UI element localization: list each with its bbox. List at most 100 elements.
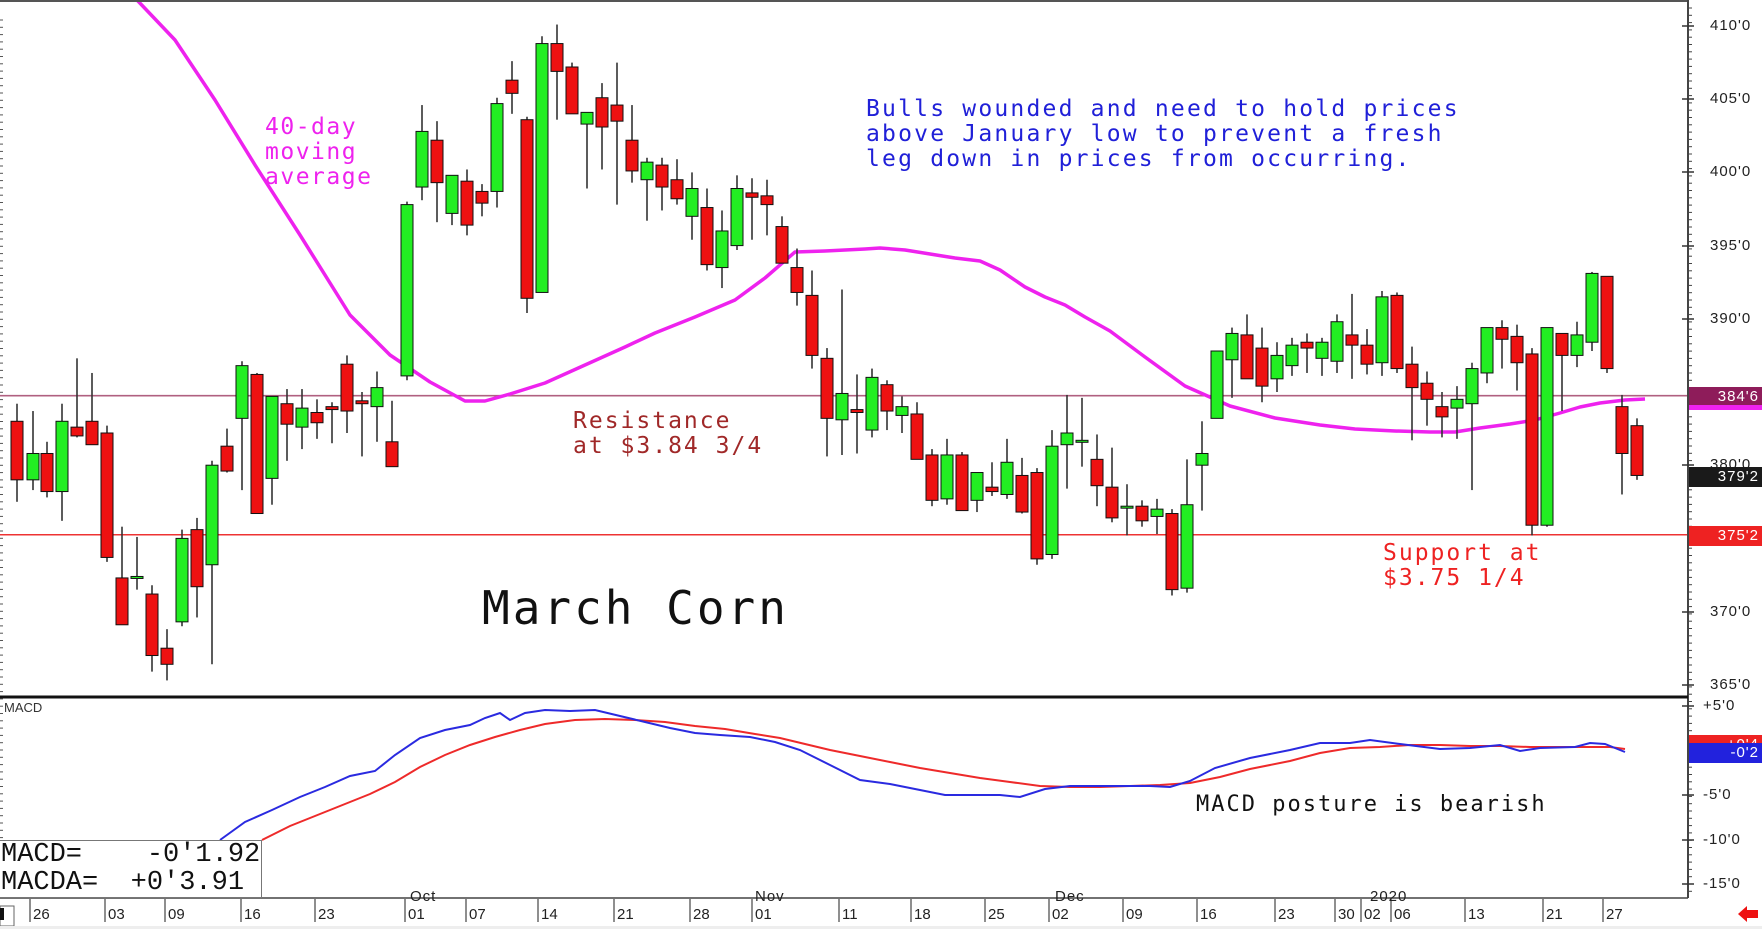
candle <box>940 438 954 505</box>
candle <box>670 159 684 205</box>
candle <box>490 97 504 208</box>
candle <box>1270 342 1284 392</box>
price-tick-label: 370'0 <box>1710 603 1752 620</box>
candle <box>325 402 339 444</box>
macd-tick-label: -5'0 <box>1703 786 1732 803</box>
date-tick-label: 07 <box>469 906 486 923</box>
candle <box>175 529 189 627</box>
date-tick-label: 21 <box>1546 906 1563 923</box>
month-label: Dec <box>1055 888 1085 905</box>
month-label: Nov <box>755 888 785 905</box>
candle <box>1375 290 1389 376</box>
candle <box>1315 337 1329 376</box>
macd-tick-label: +5'0 <box>1703 697 1736 714</box>
candle <box>775 216 789 264</box>
candle <box>1240 314 1254 380</box>
date-tick-label: 16 <box>1200 906 1217 923</box>
candle <box>565 62 579 115</box>
scroll-left-arrow-icon[interactable] <box>1738 906 1758 922</box>
candle <box>805 270 819 369</box>
date-tick-label: 30 <box>1338 906 1355 923</box>
candle <box>610 62 624 205</box>
candle <box>1405 346 1419 441</box>
candle <box>145 585 159 672</box>
candle <box>1045 430 1059 559</box>
candle <box>1420 371 1434 426</box>
candle <box>70 358 84 438</box>
candle <box>295 389 309 450</box>
date-ticks <box>29 899 1604 922</box>
candle <box>1435 392 1449 438</box>
outlook-annotation: Bulls wounded and need to hold prices ab… <box>866 96 1460 172</box>
candle <box>385 400 399 468</box>
candle <box>1570 321 1584 368</box>
candle <box>1285 337 1299 376</box>
date-tick-label: 01 <box>408 906 425 923</box>
candle <box>955 452 969 512</box>
candle <box>55 403 69 521</box>
candle <box>1165 509 1179 596</box>
candle <box>1585 271 1599 352</box>
candle <box>310 399 324 439</box>
candle <box>715 210 729 289</box>
axis-ticks <box>0 7 1694 897</box>
candle <box>1015 457 1029 514</box>
candle <box>445 174 459 226</box>
ma-annotation: 40-day moving average <box>265 114 373 190</box>
candle <box>340 355 354 433</box>
candle <box>115 526 129 626</box>
candle <box>430 121 444 223</box>
candle <box>550 24 564 120</box>
candle <box>985 462 999 496</box>
date-tick-label: 06 <box>1394 906 1411 923</box>
candle <box>745 178 759 240</box>
candle <box>925 449 939 507</box>
candle <box>895 396 909 433</box>
candle <box>280 389 294 461</box>
date-tick-label: 28 <box>693 906 710 923</box>
date-tick-label: 01 <box>755 906 772 923</box>
price-tick-label: 365'0 <box>1710 676 1752 693</box>
support-annotation: Support at $3.75 1/4 <box>1383 540 1542 591</box>
candle <box>1390 292 1404 373</box>
candle <box>220 428 234 473</box>
candle <box>850 374 864 454</box>
candle <box>415 105 429 201</box>
candle <box>1615 394 1629 495</box>
candle <box>640 157 654 221</box>
candle <box>1360 329 1374 375</box>
candle <box>1630 418 1644 480</box>
chart-title: March Corn <box>482 581 789 635</box>
candle <box>730 175 744 250</box>
month-label: Oct <box>410 888 437 905</box>
price-tick-label: 390'0 <box>1710 310 1752 327</box>
date-tick-label: 13 <box>1468 906 1485 923</box>
macd-value: MACD= -0'1.92 <box>1 840 261 870</box>
candle <box>1495 320 1509 369</box>
macd-lines <box>219 708 1626 841</box>
candle <box>580 111 594 189</box>
candle <box>26 411 40 491</box>
macd-panel-label: MACD <box>4 700 43 715</box>
date-tick-label: 09 <box>168 906 185 923</box>
candlestick-series <box>10 24 1644 681</box>
candle <box>400 201 414 381</box>
date-tick-label: 14 <box>541 906 558 923</box>
candle <box>1510 324 1524 391</box>
candle <box>85 372 99 446</box>
date-tick-label: 11 <box>842 906 858 923</box>
scroll-handle-grip[interactable] <box>0 908 4 920</box>
candle <box>1150 498 1164 535</box>
month-label: 2020 <box>1370 888 1408 905</box>
candle <box>1300 333 1314 373</box>
candle <box>535 36 549 293</box>
candle <box>265 395 279 505</box>
candle <box>1120 484 1134 536</box>
candle <box>880 380 894 431</box>
date-tick-label: 26 <box>33 906 50 923</box>
date-tick-label: 02 <box>1364 906 1381 923</box>
price-tick-label: 405'0 <box>1710 90 1752 107</box>
candle <box>1105 447 1119 523</box>
price-tick-label: 400'0 <box>1710 163 1752 180</box>
